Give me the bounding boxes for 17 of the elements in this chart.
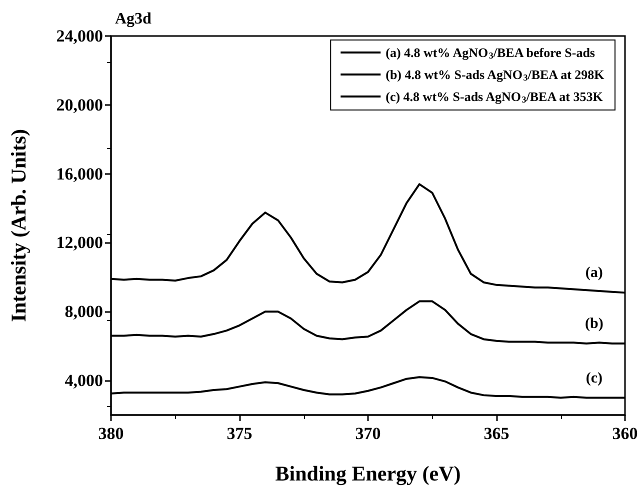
y-tick-label: 12,000 <box>56 233 103 252</box>
y-tick-label: 16,000 <box>56 164 103 184</box>
y-tick-label: 8,000 <box>64 302 103 322</box>
x-axis-title: Binding Energy (eV) <box>275 462 461 486</box>
x-tick-label: 370 <box>355 424 381 443</box>
y-tick-label: 20,000 <box>56 95 103 114</box>
x-tick-label: 380 <box>98 424 124 443</box>
x-tick-label: 365 <box>484 424 510 443</box>
annotation: (c) <box>586 370 602 386</box>
x-tick-label: 375 <box>226 424 252 443</box>
y-axis-title: Intensity (Arb. Units) <box>6 128 30 322</box>
x-tick-label: 360 <box>612 424 638 443</box>
annotation: (a) <box>585 265 603 282</box>
y-tick-label: 4,000 <box>64 371 103 390</box>
annotation: (b) <box>584 316 604 332</box>
chart-title: Ag3d <box>115 10 152 28</box>
y-tick-label: 24,000 <box>56 26 103 46</box>
